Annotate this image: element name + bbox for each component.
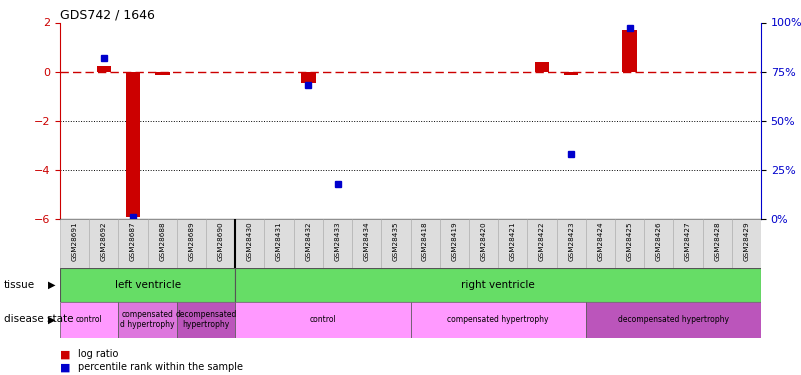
Bar [534,62,549,72]
Bar [119,219,147,268]
Text: right ventricle: right ventricle [461,280,535,290]
Text: GSM28691: GSM28691 [71,222,78,261]
Bar [301,72,316,83]
Bar [60,302,119,338]
Text: GSM28431: GSM28431 [276,222,282,261]
Text: GSM28423: GSM28423 [568,222,574,261]
Text: disease state: disease state [4,315,74,324]
Bar [155,72,170,75]
Bar [586,219,615,268]
Text: GSM28434: GSM28434 [364,222,370,261]
Bar [323,219,352,268]
Bar [126,72,140,217]
Bar [89,219,119,268]
Bar [732,219,761,268]
Bar [644,219,674,268]
Text: GSM28429: GSM28429 [743,222,750,261]
Bar [177,302,235,338]
Bar [235,268,761,302]
Bar [527,219,557,268]
Bar [381,219,410,268]
Bar [564,72,578,75]
Text: tissue: tissue [4,280,35,290]
Bar [294,219,323,268]
Text: GSM28692: GSM28692 [101,222,107,261]
Text: GSM28421: GSM28421 [509,222,516,261]
Text: decompensated
hypertrophy: decompensated hypertrophy [175,310,237,329]
Text: left ventricle: left ventricle [115,280,181,290]
Bar [586,302,761,338]
Text: GSM28426: GSM28426 [656,222,662,261]
Text: ■: ■ [60,350,74,359]
Text: GSM28689: GSM28689 [188,222,195,261]
Text: GSM28424: GSM28424 [598,222,603,261]
Bar [206,219,235,268]
Text: decompensated hypertrophy: decompensated hypertrophy [618,315,729,324]
Text: ▶: ▶ [48,315,55,324]
Text: GDS742 / 1646: GDS742 / 1646 [60,8,155,21]
Text: control: control [309,315,336,324]
Bar [702,219,732,268]
Text: GSM28419: GSM28419 [451,222,457,261]
Bar [60,268,235,302]
Bar [615,219,644,268]
Text: GSM28432: GSM28432 [305,222,312,261]
Text: GSM28422: GSM28422 [539,222,545,261]
Text: GSM28435: GSM28435 [393,222,399,261]
Text: GSM28428: GSM28428 [714,222,720,261]
Bar [264,219,294,268]
Bar [410,302,586,338]
Text: GSM28430: GSM28430 [247,222,253,261]
Bar [622,30,637,72]
Bar [97,66,111,72]
Text: control: control [76,315,103,324]
Bar [469,219,498,268]
Text: GSM28690: GSM28690 [218,222,223,261]
Text: compensated hypertrophy: compensated hypertrophy [448,315,549,324]
Text: GSM28425: GSM28425 [626,222,633,261]
Bar [235,219,264,268]
Bar [674,219,702,268]
Bar [410,219,440,268]
Bar [147,219,177,268]
Bar [557,219,586,268]
Text: GSM28427: GSM28427 [685,222,691,261]
Text: ▶: ▶ [48,280,55,290]
Text: GSM28433: GSM28433 [335,222,340,261]
Bar [177,219,206,268]
Text: compensated
d hypertrophy: compensated d hypertrophy [120,310,175,329]
Bar [119,302,177,338]
Text: GSM28688: GSM28688 [159,222,165,261]
Text: GSM28687: GSM28687 [130,222,136,261]
Bar [498,219,527,268]
Text: percentile rank within the sample: percentile rank within the sample [78,363,243,372]
Bar [235,302,410,338]
Bar [352,219,381,268]
Text: ■: ■ [60,363,74,372]
Text: GSM28418: GSM28418 [422,222,428,261]
Text: GSM28420: GSM28420 [481,222,486,261]
Bar [440,219,469,268]
Bar [60,219,89,268]
Text: log ratio: log ratio [78,350,118,359]
